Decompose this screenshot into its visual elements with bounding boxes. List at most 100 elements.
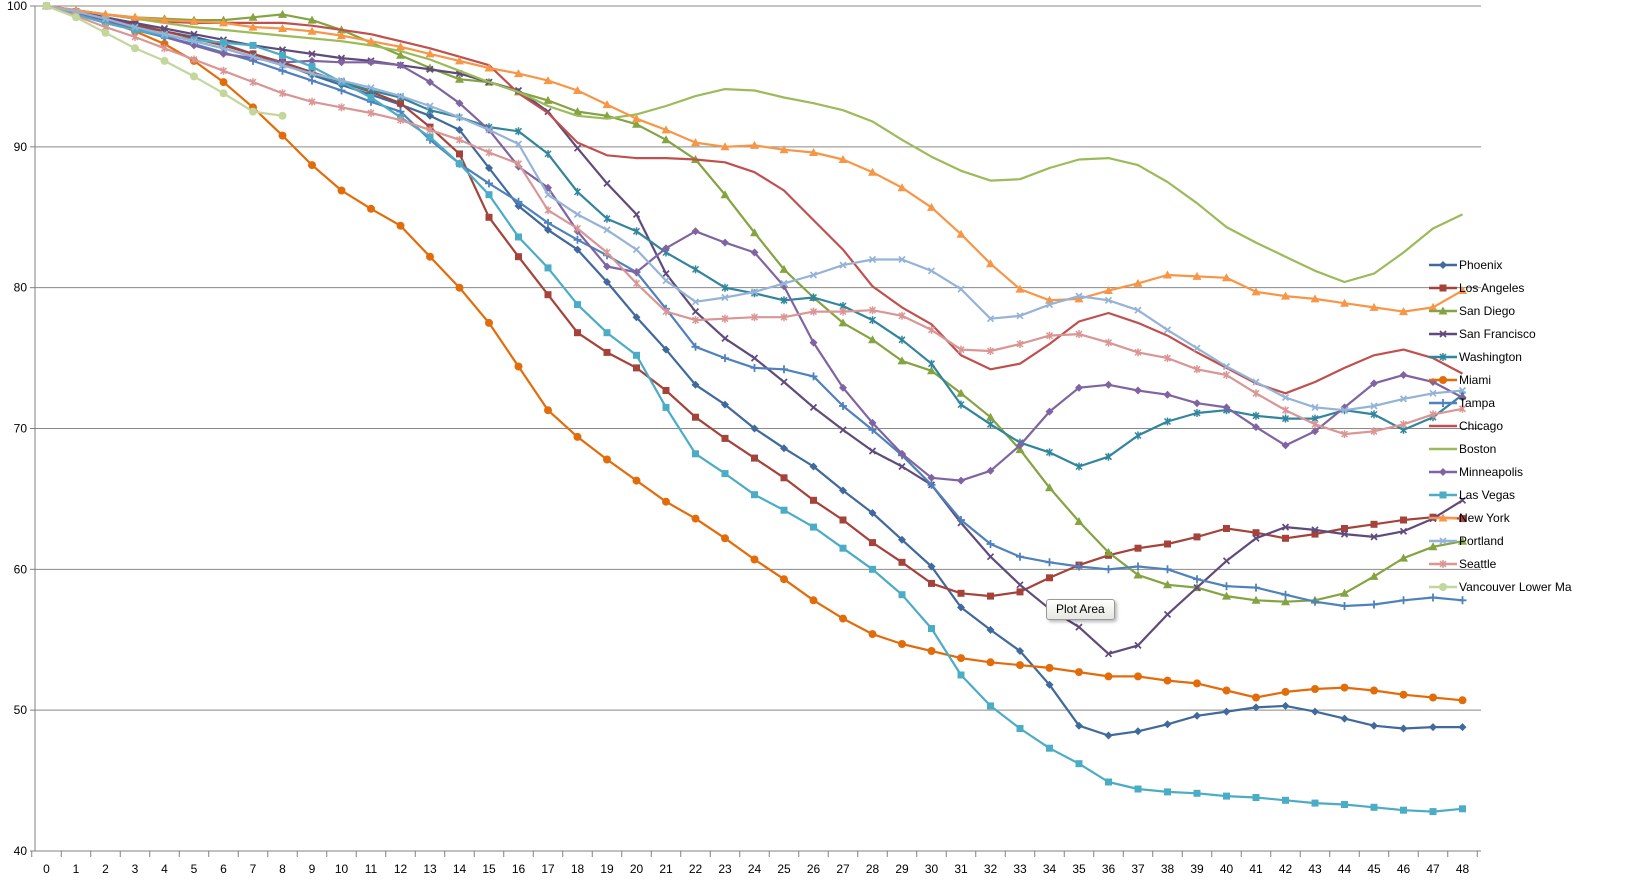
legend-item-san-diego[interactable]: San Diego — [1428, 299, 1633, 322]
legend-item-seattle[interactable]: Seattle — [1428, 552, 1633, 575]
x-axis-label: 5 — [191, 862, 198, 876]
legend-marker-vancouver-lower-ma — [1429, 582, 1457, 591]
x-axis-label: 42 — [1279, 862, 1293, 876]
series-new-york[interactable] — [42, 1, 1467, 316]
legend-label-new-york: New York — [1459, 510, 1510, 525]
chart-legend: Phoenix Los Angeles San Diego San Francisco… — [1428, 253, 1633, 598]
series-minneapolis[interactable] — [42, 2, 1467, 485]
series-los-angeles[interactable] — [43, 2, 1466, 600]
x-axis-label: 22 — [689, 862, 703, 876]
x-axis-label: 12 — [394, 862, 408, 876]
series-las-vegas[interactable] — [43, 2, 1466, 816]
legend-label-chicago: Chicago — [1459, 418, 1504, 433]
legend-marker-new-york — [1429, 513, 1457, 521]
legend-label-vancouver-lower-ma: Vancouver Lower Ma — [1459, 579, 1572, 594]
legend-label-minneapolis: Minneapolis — [1459, 464, 1524, 479]
x-axis-label: 13 — [423, 862, 437, 876]
legend-item-san-francisco[interactable]: San Francisco — [1428, 322, 1633, 345]
x-axis-label: 43 — [1308, 862, 1322, 876]
legend-marker-los-angeles — [1429, 284, 1457, 291]
x-axis-label: 30 — [925, 862, 939, 876]
series-washington[interactable] — [42, 2, 1467, 471]
x-axis-label: 46 — [1397, 862, 1411, 876]
x-axis-label: 41 — [1249, 862, 1263, 876]
series-seattle[interactable] — [42, 2, 1467, 439]
legend-marker-san-francisco — [1429, 329, 1457, 338]
legend-item-minneapolis[interactable]: Minneapolis — [1428, 460, 1633, 483]
x-axis-label: 33 — [1013, 862, 1027, 876]
legend-label-las-vegas: Las Vegas — [1459, 487, 1516, 502]
legend-label-miami: Miami — [1459, 372, 1491, 387]
x-axis-label: 34 — [1043, 862, 1057, 876]
x-axis-label: 25 — [777, 862, 791, 876]
legend-label-boston: Boston — [1459, 441, 1497, 456]
legend-item-boston[interactable]: Boston — [1428, 437, 1633, 460]
x-axis-label: 47 — [1426, 862, 1440, 876]
legend-label-tampa: Tampa — [1459, 395, 1496, 410]
x-axis-label: 36 — [1102, 862, 1116, 876]
x-axis-label: 27 — [836, 862, 850, 876]
legend-marker-chicago — [1429, 424, 1457, 427]
series-san-diego[interactable] — [42, 1, 1467, 606]
legend-label-phoenix: Phoenix — [1459, 257, 1503, 272]
x-axis-label: 29 — [895, 862, 909, 876]
x-axis-label: 32 — [984, 862, 998, 876]
legend-item-vancouver-lower-ma[interactable]: Vancouver Lower Ma — [1428, 575, 1633, 598]
legend-item-las-vegas[interactable]: Las Vegas — [1428, 483, 1633, 506]
y-axis-label: 60 — [14, 562, 28, 576]
y-axis-label: 70 — [14, 422, 28, 436]
x-axis-label: 16 — [512, 862, 526, 876]
legend-item-los-angeles[interactable]: Los Angeles — [1428, 276, 1633, 299]
y-axis-label: 100 — [7, 0, 27, 13]
x-axis-label: 1 — [73, 862, 80, 876]
legend-item-washington[interactable]: Washington — [1428, 345, 1633, 368]
legend-label-seattle: Seattle — [1459, 556, 1497, 571]
legend-marker-miami — [1429, 375, 1457, 384]
x-axis-label: 6 — [220, 862, 227, 876]
legend-item-chicago[interactable]: Chicago — [1428, 414, 1633, 437]
x-axis-label: 7 — [250, 862, 257, 876]
series-tampa[interactable] — [42, 2, 1467, 610]
x-axis-label: 26 — [807, 862, 821, 876]
legend-item-miami[interactable]: Miami — [1428, 368, 1633, 391]
legend-marker-las-vegas — [1429, 491, 1457, 498]
x-axis-label: 18 — [571, 862, 585, 876]
x-axis-label: 19 — [600, 862, 614, 876]
legend-label-los-angeles: Los Angeles — [1459, 280, 1525, 295]
legend-label-san-francisco: San Francisco — [1459, 326, 1536, 341]
x-axis-label: 3 — [132, 862, 139, 876]
x-axis-label: 38 — [1161, 862, 1175, 876]
x-axis-label: 11 — [365, 862, 378, 876]
series-boston[interactable] — [46, 4, 1463, 284]
series-vancouver-lower-ma[interactable] — [42, 2, 287, 120]
legend-marker-phoenix — [1429, 260, 1457, 269]
legend-marker-boston — [1429, 447, 1457, 450]
legend-item-new-york[interactable]: New York — [1428, 506, 1633, 529]
legend-marker-tampa — [1429, 398, 1457, 407]
x-axis-label: 44 — [1338, 862, 1352, 876]
legend-item-phoenix[interactable]: Phoenix — [1428, 253, 1633, 276]
x-axis-label: 31 — [954, 862, 968, 876]
x-axis-label: 24 — [748, 862, 762, 876]
x-axis-label: 15 — [482, 862, 496, 876]
series-chicago[interactable] — [46, 4, 1464, 395]
series-miami[interactable] — [42, 2, 1467, 705]
legend-item-tampa[interactable]: Tampa — [1428, 391, 1633, 414]
series-portland[interactable] — [42, 2, 1467, 414]
legend-marker-portland — [1429, 536, 1457, 545]
legend-label-san-diego: San Diego — [1459, 303, 1516, 318]
x-axis-label: 37 — [1131, 862, 1145, 876]
y-axis-label: 50 — [14, 703, 28, 717]
x-axis-label: 48 — [1456, 862, 1470, 876]
x-axis-label: 14 — [453, 862, 467, 876]
legend-marker-minneapolis — [1429, 467, 1457, 476]
y-axis-label: 90 — [14, 140, 28, 154]
y-axis-label: 80 — [14, 281, 28, 295]
legend-item-portland[interactable]: Portland — [1428, 529, 1633, 552]
x-axis-label: 17 — [541, 862, 555, 876]
x-axis-label: 45 — [1367, 862, 1381, 876]
legend-marker-seattle — [1429, 559, 1457, 568]
legend-marker-san-diego — [1429, 306, 1457, 314]
